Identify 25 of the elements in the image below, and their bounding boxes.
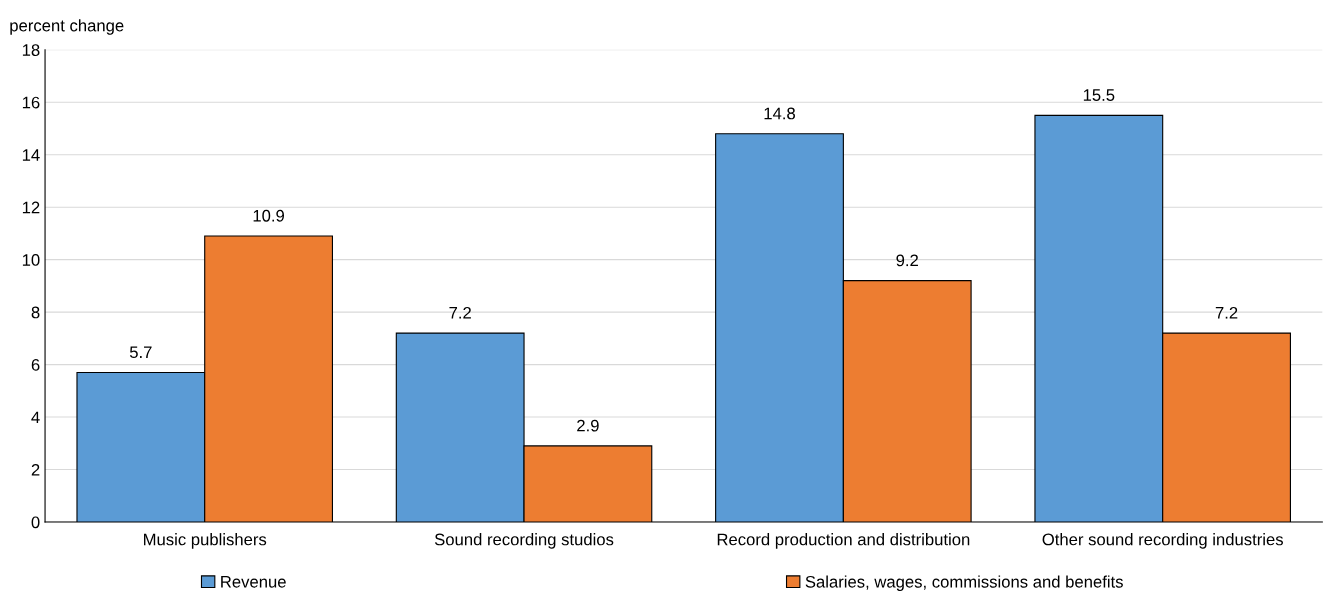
data-label: 10.9 [253, 209, 285, 222]
x-tick-label: Record production and distribution [717, 533, 970, 549]
data-label: 9.2 [896, 254, 918, 267]
x-tick-label: Other sound recording industries [1042, 533, 1283, 549]
y-tick-label: 16 [22, 96, 40, 109]
y-tick-label: 2 [31, 463, 40, 476]
data-label: 14.8 [764, 107, 795, 120]
y-tick-label: 8 [31, 306, 40, 319]
y-tick-label: 18 [22, 44, 40, 56]
legend-label: Revenue [221, 576, 286, 588]
legend-label: Salaries, wages, commissions and benefits [805, 575, 1123, 591]
data-label: 5.7 [129, 346, 152, 359]
y-tick-label: 6 [31, 359, 40, 371]
y-tick-label: 10 [22, 254, 40, 266]
y-tick-label: 14 [22, 149, 40, 161]
data-label: 15.5 [1083, 89, 1115, 101]
y-tick-label: 12 [22, 201, 40, 214]
y-axis-title: percent change [10, 19, 124, 35]
y-tick-label: 0 [31, 516, 40, 529]
data-label: 7.2 [1215, 306, 1238, 319]
x-tick-label: Sound recording studios [434, 533, 614, 549]
y-tick-label: 4 [31, 411, 40, 424]
data-label: 7.2 [449, 306, 471, 319]
data-label: 2.9 [577, 419, 599, 432]
x-tick-label: Music publishers [144, 533, 267, 549]
